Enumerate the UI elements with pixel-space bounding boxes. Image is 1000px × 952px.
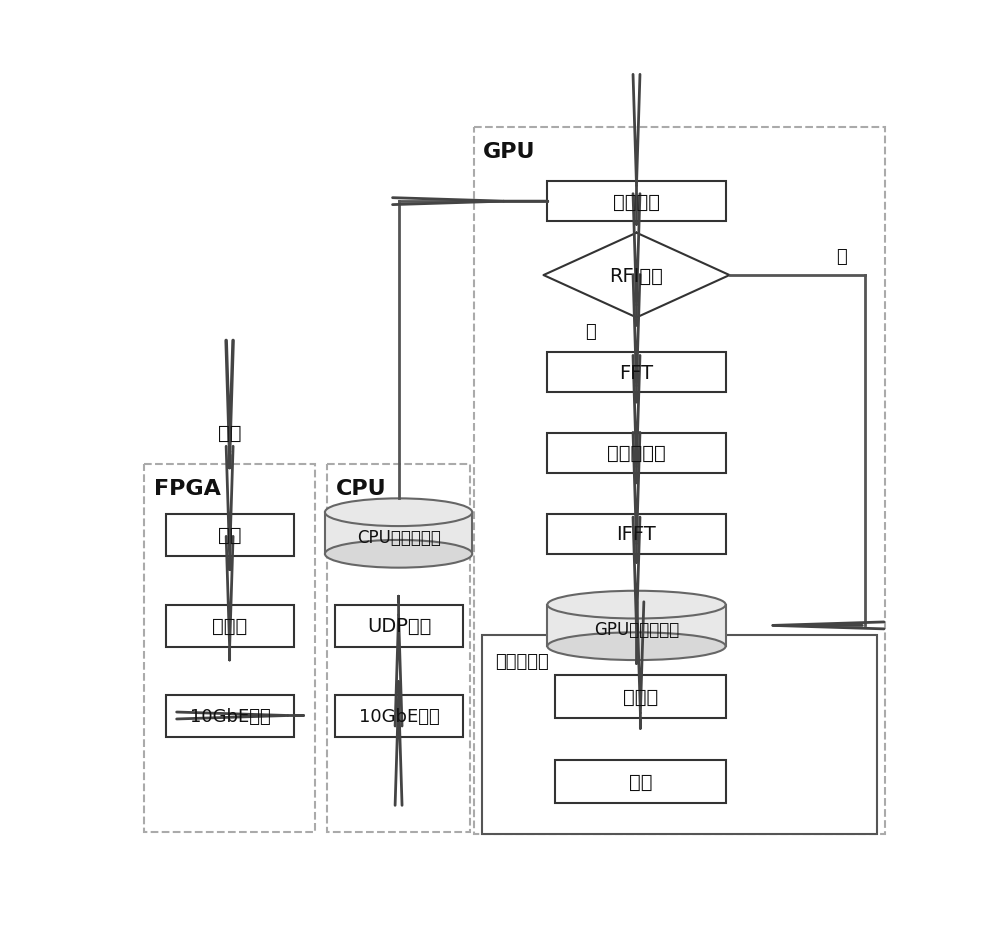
Text: GPU: GPU xyxy=(483,142,536,162)
Ellipse shape xyxy=(325,499,472,526)
FancyBboxPatch shape xyxy=(166,514,294,557)
Text: 10GbE接口: 10GbE接口 xyxy=(190,707,270,725)
Ellipse shape xyxy=(547,591,726,619)
Text: CPU环形缓冲区: CPU环形缓冲区 xyxy=(357,528,441,546)
Polygon shape xyxy=(544,233,730,318)
Text: GPU环形缓冲区: GPU环形缓冲区 xyxy=(594,621,679,639)
Text: FFT: FFT xyxy=(619,364,654,382)
Text: 信号: 信号 xyxy=(218,424,241,443)
Text: 消色散: 消色散 xyxy=(623,687,658,706)
Ellipse shape xyxy=(547,633,726,661)
Text: RFI减去: RFI减去 xyxy=(610,267,663,286)
FancyBboxPatch shape xyxy=(335,695,463,737)
FancyBboxPatch shape xyxy=(547,433,726,473)
FancyBboxPatch shape xyxy=(325,513,472,554)
Text: 折叠: 折叠 xyxy=(629,772,652,791)
FancyBboxPatch shape xyxy=(547,514,726,554)
Text: 采样: 采样 xyxy=(218,526,242,545)
FancyBboxPatch shape xyxy=(482,636,877,834)
FancyBboxPatch shape xyxy=(547,352,726,392)
Text: 10GbE网卡: 10GbE网卡 xyxy=(359,707,439,725)
FancyBboxPatch shape xyxy=(547,182,726,222)
Text: FPGA: FPGA xyxy=(154,478,221,498)
Text: 是: 是 xyxy=(585,323,595,341)
Text: IFFT: IFFT xyxy=(617,525,656,544)
FancyBboxPatch shape xyxy=(166,695,294,737)
Text: 自适应滤波: 自适应滤波 xyxy=(607,444,666,463)
FancyBboxPatch shape xyxy=(555,676,726,718)
Text: 否: 否 xyxy=(836,248,847,266)
FancyBboxPatch shape xyxy=(555,761,726,803)
Text: 中値滤波: 中値滤波 xyxy=(613,192,660,211)
Ellipse shape xyxy=(325,541,472,568)
Text: 数据后处理: 数据后处理 xyxy=(495,653,549,670)
Text: CPU: CPU xyxy=(336,478,386,498)
FancyBboxPatch shape xyxy=(166,605,294,647)
FancyBboxPatch shape xyxy=(335,605,463,647)
Text: UDP接收: UDP接收 xyxy=(367,617,431,636)
FancyBboxPatch shape xyxy=(547,605,726,646)
Text: 预处理: 预处理 xyxy=(212,617,248,636)
